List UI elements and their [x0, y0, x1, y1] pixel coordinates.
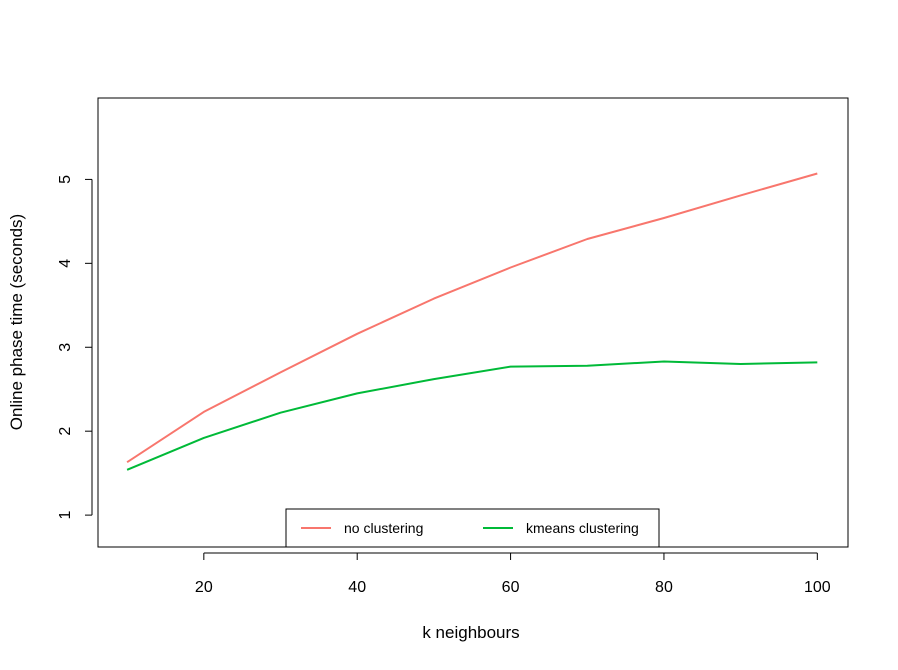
y-tick-label: 1 [57, 511, 74, 520]
legend-label-kmeans-clustering: kmeans clustering [526, 520, 639, 536]
legend-box [285, 508, 660, 548]
y-tick-label: 4 [57, 259, 74, 268]
y-tick-label: 5 [57, 175, 74, 184]
y-axis-label: Online phase time (seconds) [7, 214, 26, 430]
legend: no clustering kmeans clustering [285, 508, 660, 548]
legend-label-no-clustering: no clustering [344, 520, 423, 536]
y-axis: 1 2 3 4 5 [57, 175, 93, 520]
x-tick-label: 100 [804, 579, 831, 596]
y-tick-label: 3 [57, 343, 74, 352]
x-axis: 20 40 60 80 100 [195, 552, 831, 596]
x-tick-label: 60 [502, 579, 520, 596]
series-layer [126, 172, 818, 471]
y-tick-label: 2 [57, 427, 74, 436]
series-line-kmeans-clustering [126, 360, 818, 471]
x-tick-label: 80 [655, 579, 673, 596]
x-tick-label: 20 [195, 579, 213, 596]
series-line-no-clustering [126, 172, 818, 464]
plot-frame [97, 97, 849, 548]
x-axis-label: k neighbours [422, 623, 519, 642]
x-tick-label: 40 [348, 579, 366, 596]
